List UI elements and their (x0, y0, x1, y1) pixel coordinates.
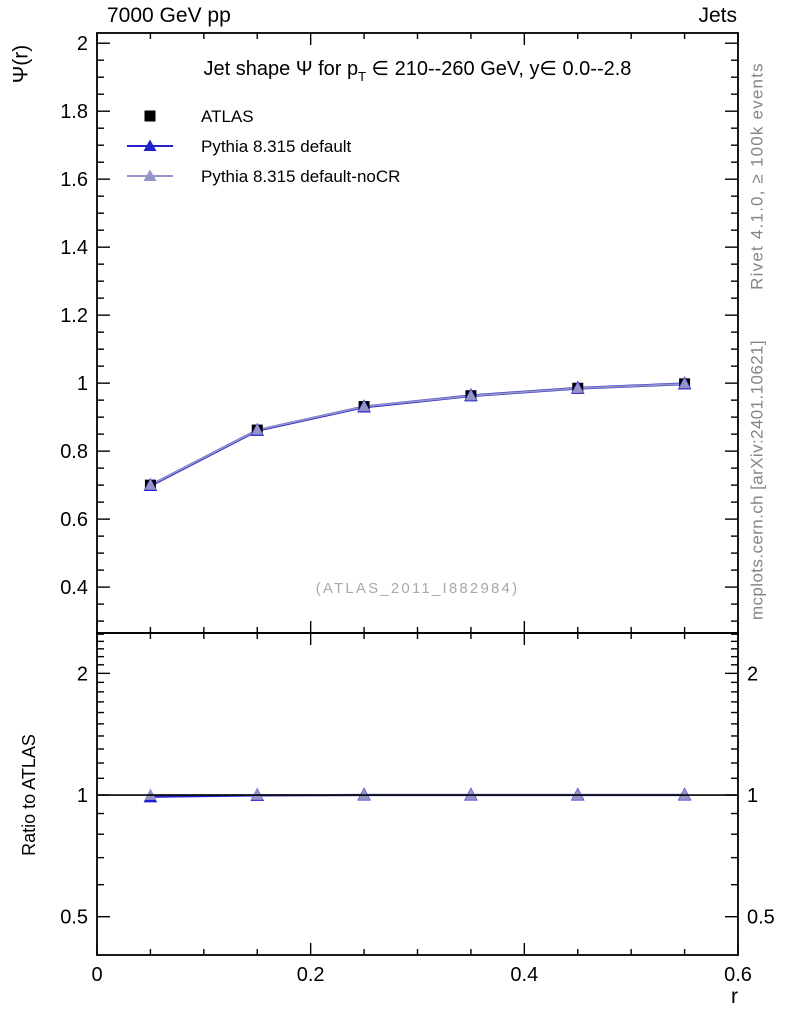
mcplots-arxiv-note: mcplots.cern.ch [arXiv:2401.10621] (747, 339, 767, 621)
svg-text:0.5: 0.5 (747, 907, 775, 929)
plot-title-subscript: T (358, 69, 367, 84)
triangle-marker (678, 788, 691, 800)
main-series (143, 376, 692, 491)
svg-text:0.2: 0.2 (297, 964, 325, 986)
triangle-marker (678, 377, 691, 389)
triangle-marker (358, 788, 371, 800)
analysis-id-watermark: (ATLAS_2011_I882984) (315, 580, 520, 597)
square-marker-icon (144, 110, 156, 122)
svg-text:0.5: 0.5 (60, 907, 88, 929)
analysis-group-title: Jets (698, 4, 737, 27)
rivet-version-note: Rivet 4.1.0, ≥ 100k events (747, 62, 767, 290)
svg-text:0.4: 0.4 (60, 577, 88, 599)
triangle-marker (571, 788, 584, 800)
triangle-marker (144, 478, 157, 490)
svg-text:1: 1 (77, 373, 88, 395)
x-axis-label: r (731, 985, 738, 1008)
plot-title: Jet shape Ψ for pT ∈ 210--260 GeV, y∈ 0.… (97, 57, 738, 85)
svg-text:0.6: 0.6 (60, 509, 88, 531)
triangle-marker (251, 788, 264, 800)
svg-text:0: 0 (91, 964, 102, 986)
svg-text:0.6: 0.6 (724, 964, 752, 986)
svg-text:2: 2 (77, 663, 88, 685)
legend-label: Pythia 8.315 default (201, 136, 352, 156)
legend-item-pythia-nocr: Pythia 8.315 default-noCR (127, 161, 400, 191)
legend-item-atlas: ATLAS (127, 101, 400, 131)
svg-text:1.2: 1.2 (60, 305, 88, 327)
plot-title-text-2: ∈ 210--260 GeV, y∈ 0.0--2.8 (366, 58, 632, 80)
svg-text:1.8: 1.8 (60, 101, 88, 123)
triangle-line-marker-icon (127, 139, 173, 151)
pythia-nocr-curve (150, 382, 685, 486)
svg-text:0.4: 0.4 (510, 964, 538, 986)
ratio-series (97, 787, 738, 803)
legend-label: Pythia 8.315 default-noCR (201, 166, 401, 186)
svg-text:2: 2 (747, 663, 758, 685)
legend-label: ATLAS (201, 106, 254, 126)
legend: ATLAS Pythia 8.315 default Pythia 8.315 … (127, 101, 400, 191)
triangle-marker (572, 381, 584, 393)
svg-text:0.8: 0.8 (60, 441, 88, 463)
ratio-y-axis-label: Ratio to ATLAS (19, 734, 39, 856)
triangle-marker (251, 423, 263, 435)
triangle-marker (358, 400, 370, 412)
svg-text:1: 1 (77, 785, 88, 807)
triangle-marker (464, 788, 477, 800)
svg-text:1.6: 1.6 (60, 169, 88, 191)
triangle-marker (144, 788, 157, 800)
triangle-line-marker-icon (127, 169, 173, 181)
pythia-default-curve (149, 382, 685, 487)
tick-labels: 0.4 0.6 0.8 1 1.2 1.4 1.6 1.8 2 0.5 0.5 1 1 2 2 0 0.2 0.4… (60, 33, 775, 986)
main-y-axis-label: Ψ(r) (9, 44, 33, 84)
beam-energy-title: 7000 GeV pp (107, 4, 231, 27)
axes-and-ticks (96, 32, 739, 956)
svg-text:1: 1 (747, 785, 758, 807)
plot-title-text: Jet shape Ψ for p (203, 58, 359, 80)
legend-item-pythia-default: Pythia 8.315 default (127, 131, 400, 161)
triangle-marker (465, 389, 477, 401)
svg-text:1.4: 1.4 (60, 237, 88, 259)
svg-text:2: 2 (77, 33, 88, 55)
